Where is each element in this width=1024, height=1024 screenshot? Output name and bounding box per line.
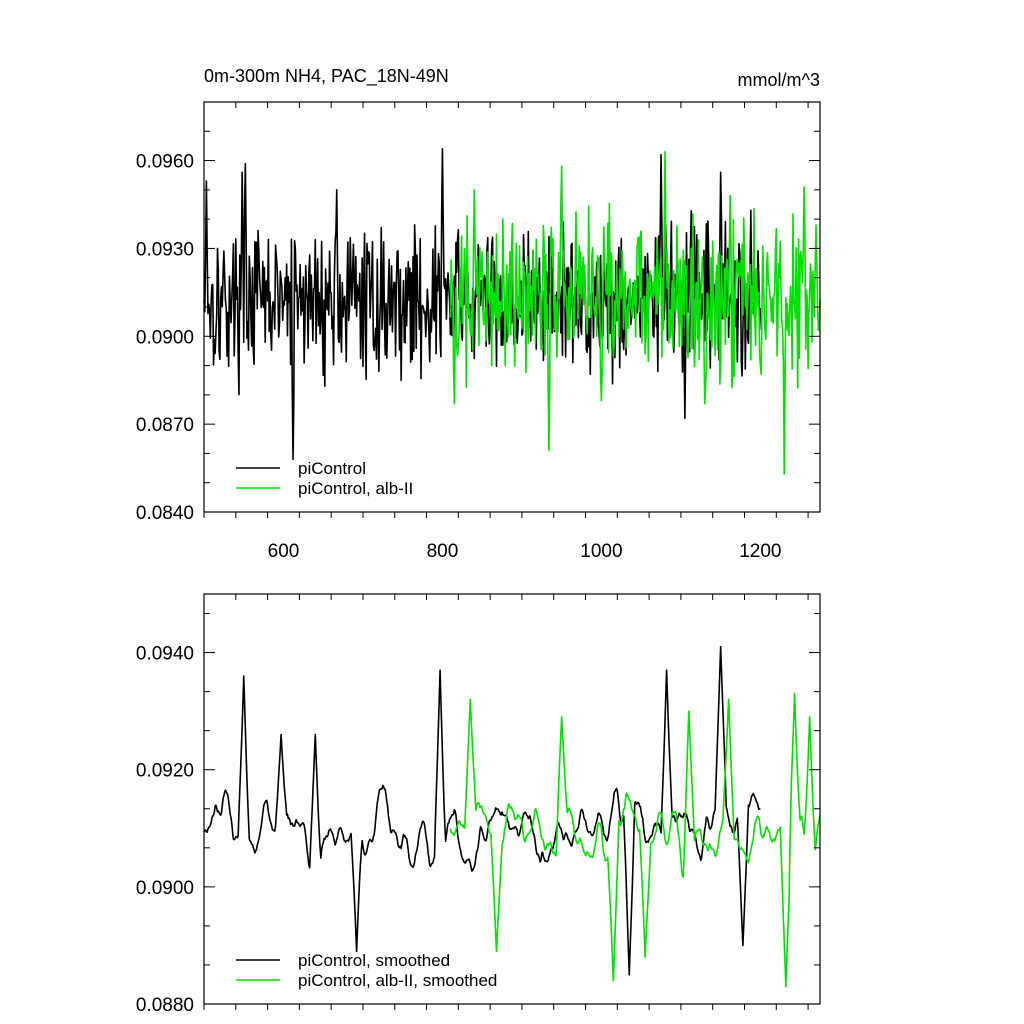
legend-label: piControl, alb-II, smoothed bbox=[298, 971, 497, 990]
y-tick-label: 0.0960 bbox=[136, 152, 194, 173]
chart-title: 0m-300m NH4, PAC_18N-49N bbox=[204, 66, 449, 87]
x-tick-label: 1000 bbox=[580, 541, 622, 562]
y-tick-label: 0.0900 bbox=[136, 878, 194, 899]
legend-label: piControl bbox=[298, 459, 366, 478]
y-tick-label: 0.0880 bbox=[136, 995, 194, 1016]
legend-label: piControl, smoothed bbox=[298, 951, 450, 970]
series-line bbox=[203, 645, 761, 976]
series-line bbox=[449, 692, 821, 988]
y-tick-label: 0.0940 bbox=[136, 644, 194, 665]
x-tick-label: 600 bbox=[268, 541, 300, 562]
units-label: mmol/m^3 bbox=[738, 70, 820, 90]
series-line bbox=[449, 150, 821, 475]
y-tick-label: 0.0900 bbox=[136, 327, 194, 348]
y-tick-label: 0.0930 bbox=[136, 239, 194, 260]
y-tick-label: 0.0870 bbox=[136, 415, 194, 436]
x-tick-label: 800 bbox=[427, 541, 459, 562]
bottom-panel: 0.0880 0.0900 0.0920 0.0940 piControl, smoot… bbox=[136, 593, 821, 1016]
top-panel: 0.0840 0.0870 0.0900 0.0930 0.0960 600 800 1000… bbox=[136, 101, 821, 562]
legend-label: piControl, alb-II bbox=[298, 479, 413, 498]
plot-frame bbox=[203, 593, 821, 1005]
x-tick-label: 1200 bbox=[739, 541, 781, 562]
y-tick-label: 0.0840 bbox=[136, 503, 194, 524]
y-tick-label: 0.0920 bbox=[136, 761, 194, 782]
